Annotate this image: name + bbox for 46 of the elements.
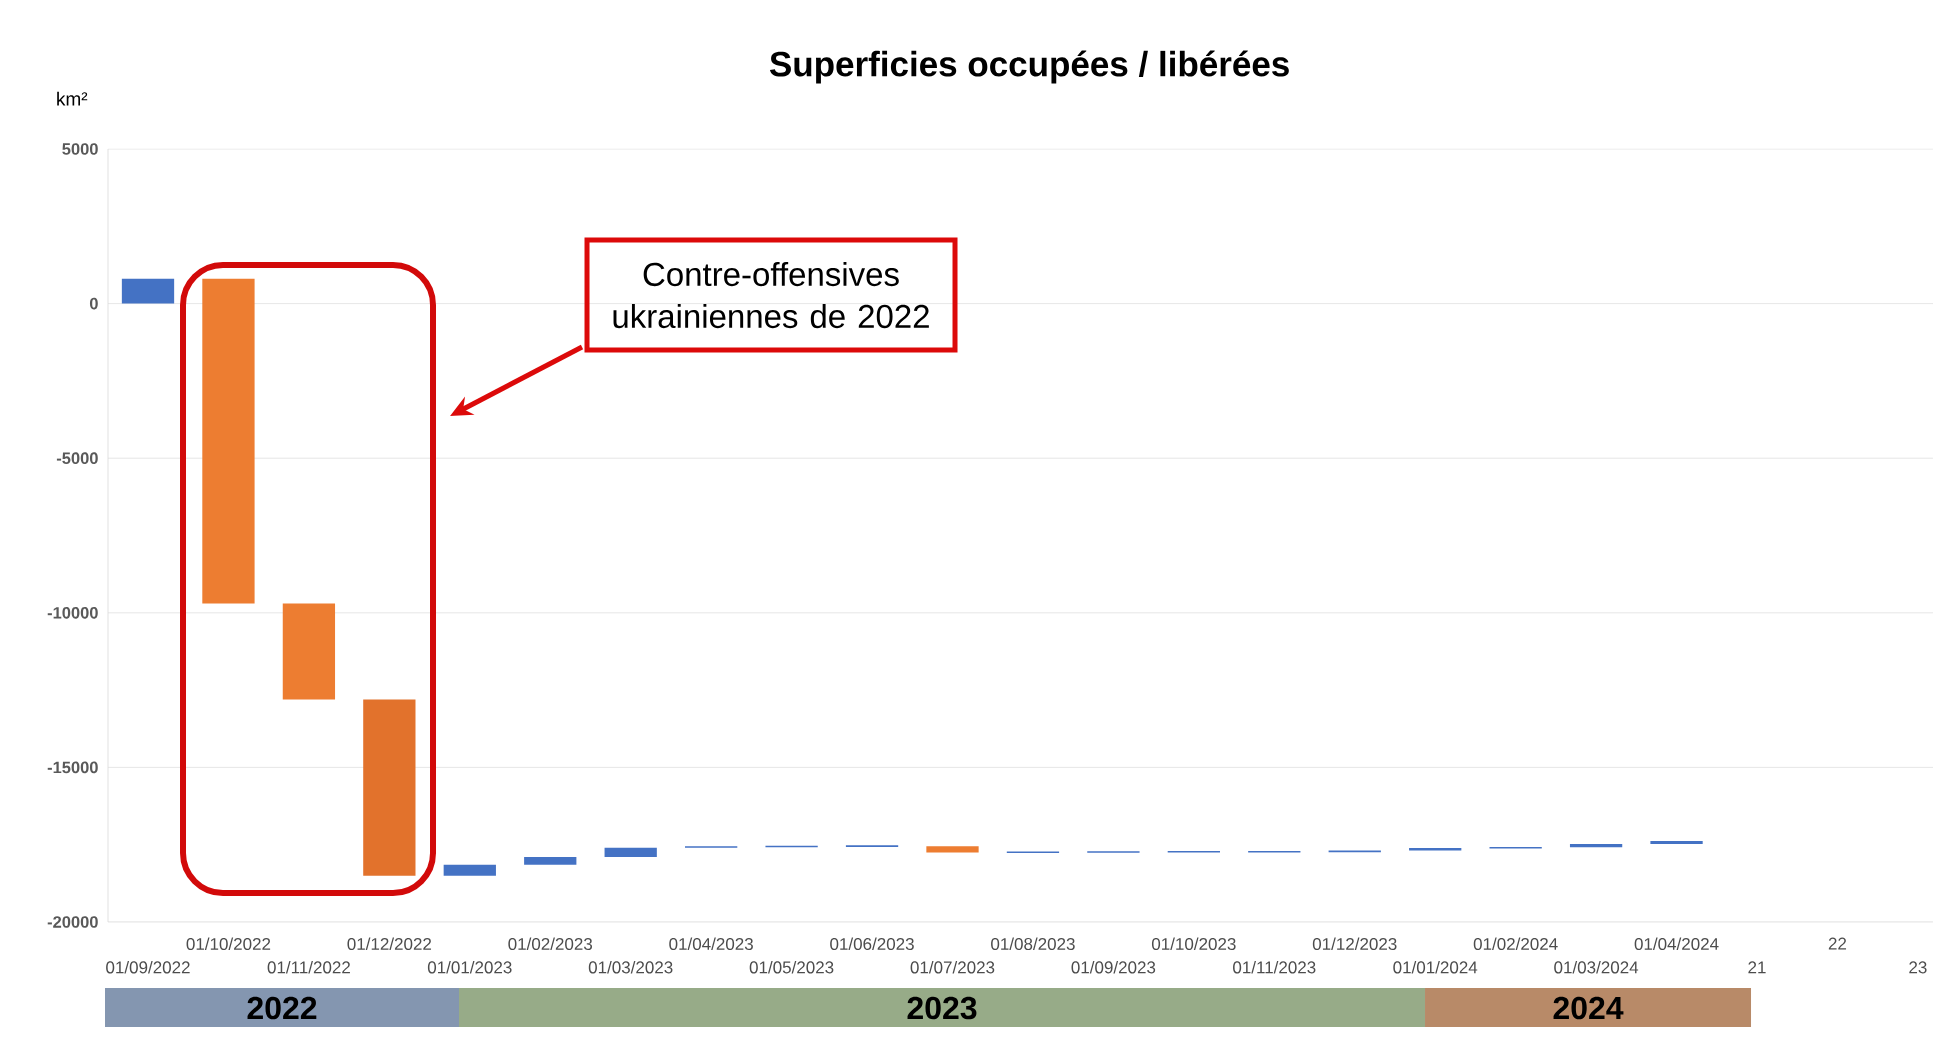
x-tick-label: 01/01/2023	[427, 960, 512, 974]
chart-title: Superficies occupées / libérées	[769, 50, 1289, 84]
x-tick-label: 01/08/2023	[991, 937, 1075, 951]
bar	[1650, 841, 1703, 845]
y-tick-label: -5000	[56, 452, 98, 465]
x-tick-label: 01/07/2023	[910, 960, 995, 974]
x-tick-label: 21	[1748, 961, 1766, 974]
x-tick-label: 01/10/2023	[1151, 937, 1236, 951]
text: 2024	[1553, 996, 1624, 1020]
bar	[363, 699, 416, 876]
x-tick-label: 01/09/2022	[106, 960, 190, 974]
x-tick-label: 01/02/2023	[508, 937, 593, 951]
bar	[282, 603, 336, 700]
bar	[443, 864, 496, 876]
bar	[524, 857, 577, 865]
bar	[926, 846, 979, 853]
y-tick-label: 5000	[62, 143, 98, 155]
bar	[121, 278, 175, 304]
x-tick-label: 23	[1909, 961, 1927, 974]
y-tick-label: -10000	[47, 606, 98, 619]
text: 2022	[247, 996, 317, 1020]
y-tick-label: 0	[89, 297, 98, 310]
y-tick-label: -20000	[47, 916, 98, 928]
x-tick-label: 01/05/2023	[749, 960, 834, 974]
x-tick-label: 01/11/2022	[267, 960, 350, 974]
x-tick-label: 01/11/2023	[1233, 960, 1316, 974]
x-tick-label: 01/03/2024	[1554, 960, 1639, 974]
x-tick-label: 01/10/2022	[186, 937, 271, 951]
x-tick-label: 01/03/2023	[588, 960, 673, 974]
x-tick-label: 01/12/2023	[1312, 937, 1397, 951]
x-tick-label: 01/02/2024	[1473, 937, 1558, 951]
bar	[1409, 848, 1462, 851]
bar	[1569, 844, 1623, 848]
x-tick-label: 01/06/2023	[830, 937, 914, 951]
y-tick-label: -15000	[47, 761, 98, 774]
x-tick-label: 01/09/2023	[1071, 960, 1156, 974]
x-tick-label: 01/04/2023	[669, 937, 753, 951]
x-tick-label: 01/04/2024	[1634, 937, 1719, 951]
y-axis-title: km²	[57, 91, 88, 106]
bar	[202, 278, 255, 604]
text: 2023	[907, 996, 977, 1020]
annotation: Contre-offensives ukrainiennes de 2022	[613, 261, 929, 329]
x-tick-label: 01/01/2024	[1393, 960, 1478, 974]
x-tick-label: 22	[1828, 937, 1847, 950]
x-tick-label: 01/12/2022	[347, 937, 432, 951]
bar	[604, 847, 657, 858]
